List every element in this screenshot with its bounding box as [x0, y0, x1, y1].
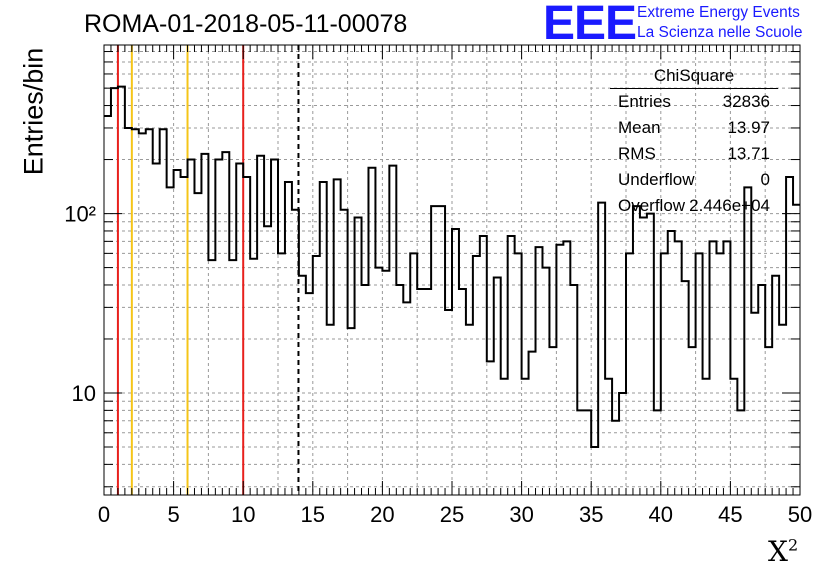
stats-key: RMS	[618, 144, 656, 163]
x-tick-label: 20	[370, 502, 394, 527]
stats-box: ChiSquare Entries 32836 Mean 13.97 RMS 1…	[610, 66, 778, 219]
eee-logo: EEE	[543, 0, 637, 50]
logo-line-2: La Scienza nelle Scuole	[637, 24, 803, 41]
y-tick-label: 10²	[64, 202, 96, 227]
stats-row-mean: Mean 13.97	[610, 115, 778, 141]
stats-row-entries: Entries 32836	[610, 89, 778, 115]
x-tick-label: 40	[649, 502, 673, 527]
x-tick-label: 5	[167, 502, 179, 527]
axis-ticks	[103, 45, 801, 495]
stats-key: Mean	[618, 118, 661, 137]
x-tick-label: 10	[231, 502, 255, 527]
y-tick-label: 10	[72, 381, 96, 406]
stats-value: 2.446e+04	[689, 196, 770, 215]
x-axis-label-exponent: 2	[787, 535, 799, 555]
stats-value: 32836	[722, 92, 770, 111]
x-tick-label: 15	[301, 502, 325, 527]
stats-key: Overflow	[618, 196, 686, 215]
x-tick-label: 0	[98, 502, 110, 527]
histogram-line	[104, 85, 800, 448]
histogram-series	[104, 85, 800, 448]
stats-row-overflow: Overflow 2.446e+04	[610, 193, 778, 219]
logo-line-1: Extreme Energy Events	[637, 4, 800, 21]
stats-value: 13.71	[727, 144, 770, 163]
stats-row-underflow: Underflow 0	[610, 167, 778, 193]
x-tick-label: 30	[509, 502, 533, 527]
x-axis-label: X2	[768, 535, 798, 568]
x-tick-label: 45	[718, 502, 742, 527]
stats-key: Underflow	[618, 170, 695, 189]
stats-value: 0	[760, 170, 770, 189]
stats-key: Entries	[618, 92, 671, 111]
x-tick-label: 50	[788, 502, 812, 527]
stats-title: ChiSquare	[610, 66, 778, 89]
stats-row-rms: RMS 13.71	[610, 141, 778, 167]
tick-labels: 0 5 10 15 20 25 30 35 40 45 50 10 10²	[64, 202, 812, 527]
stats-value: 13.97	[727, 118, 770, 137]
chart-title: ROMA-01-2018-05-11-00078	[84, 10, 408, 38]
x-axis-label-base: X	[768, 535, 788, 568]
y-axis-label: Entries/bin	[18, 47, 49, 176]
x-tick-label: 25	[440, 502, 464, 527]
x-tick-label: 35	[579, 502, 603, 527]
